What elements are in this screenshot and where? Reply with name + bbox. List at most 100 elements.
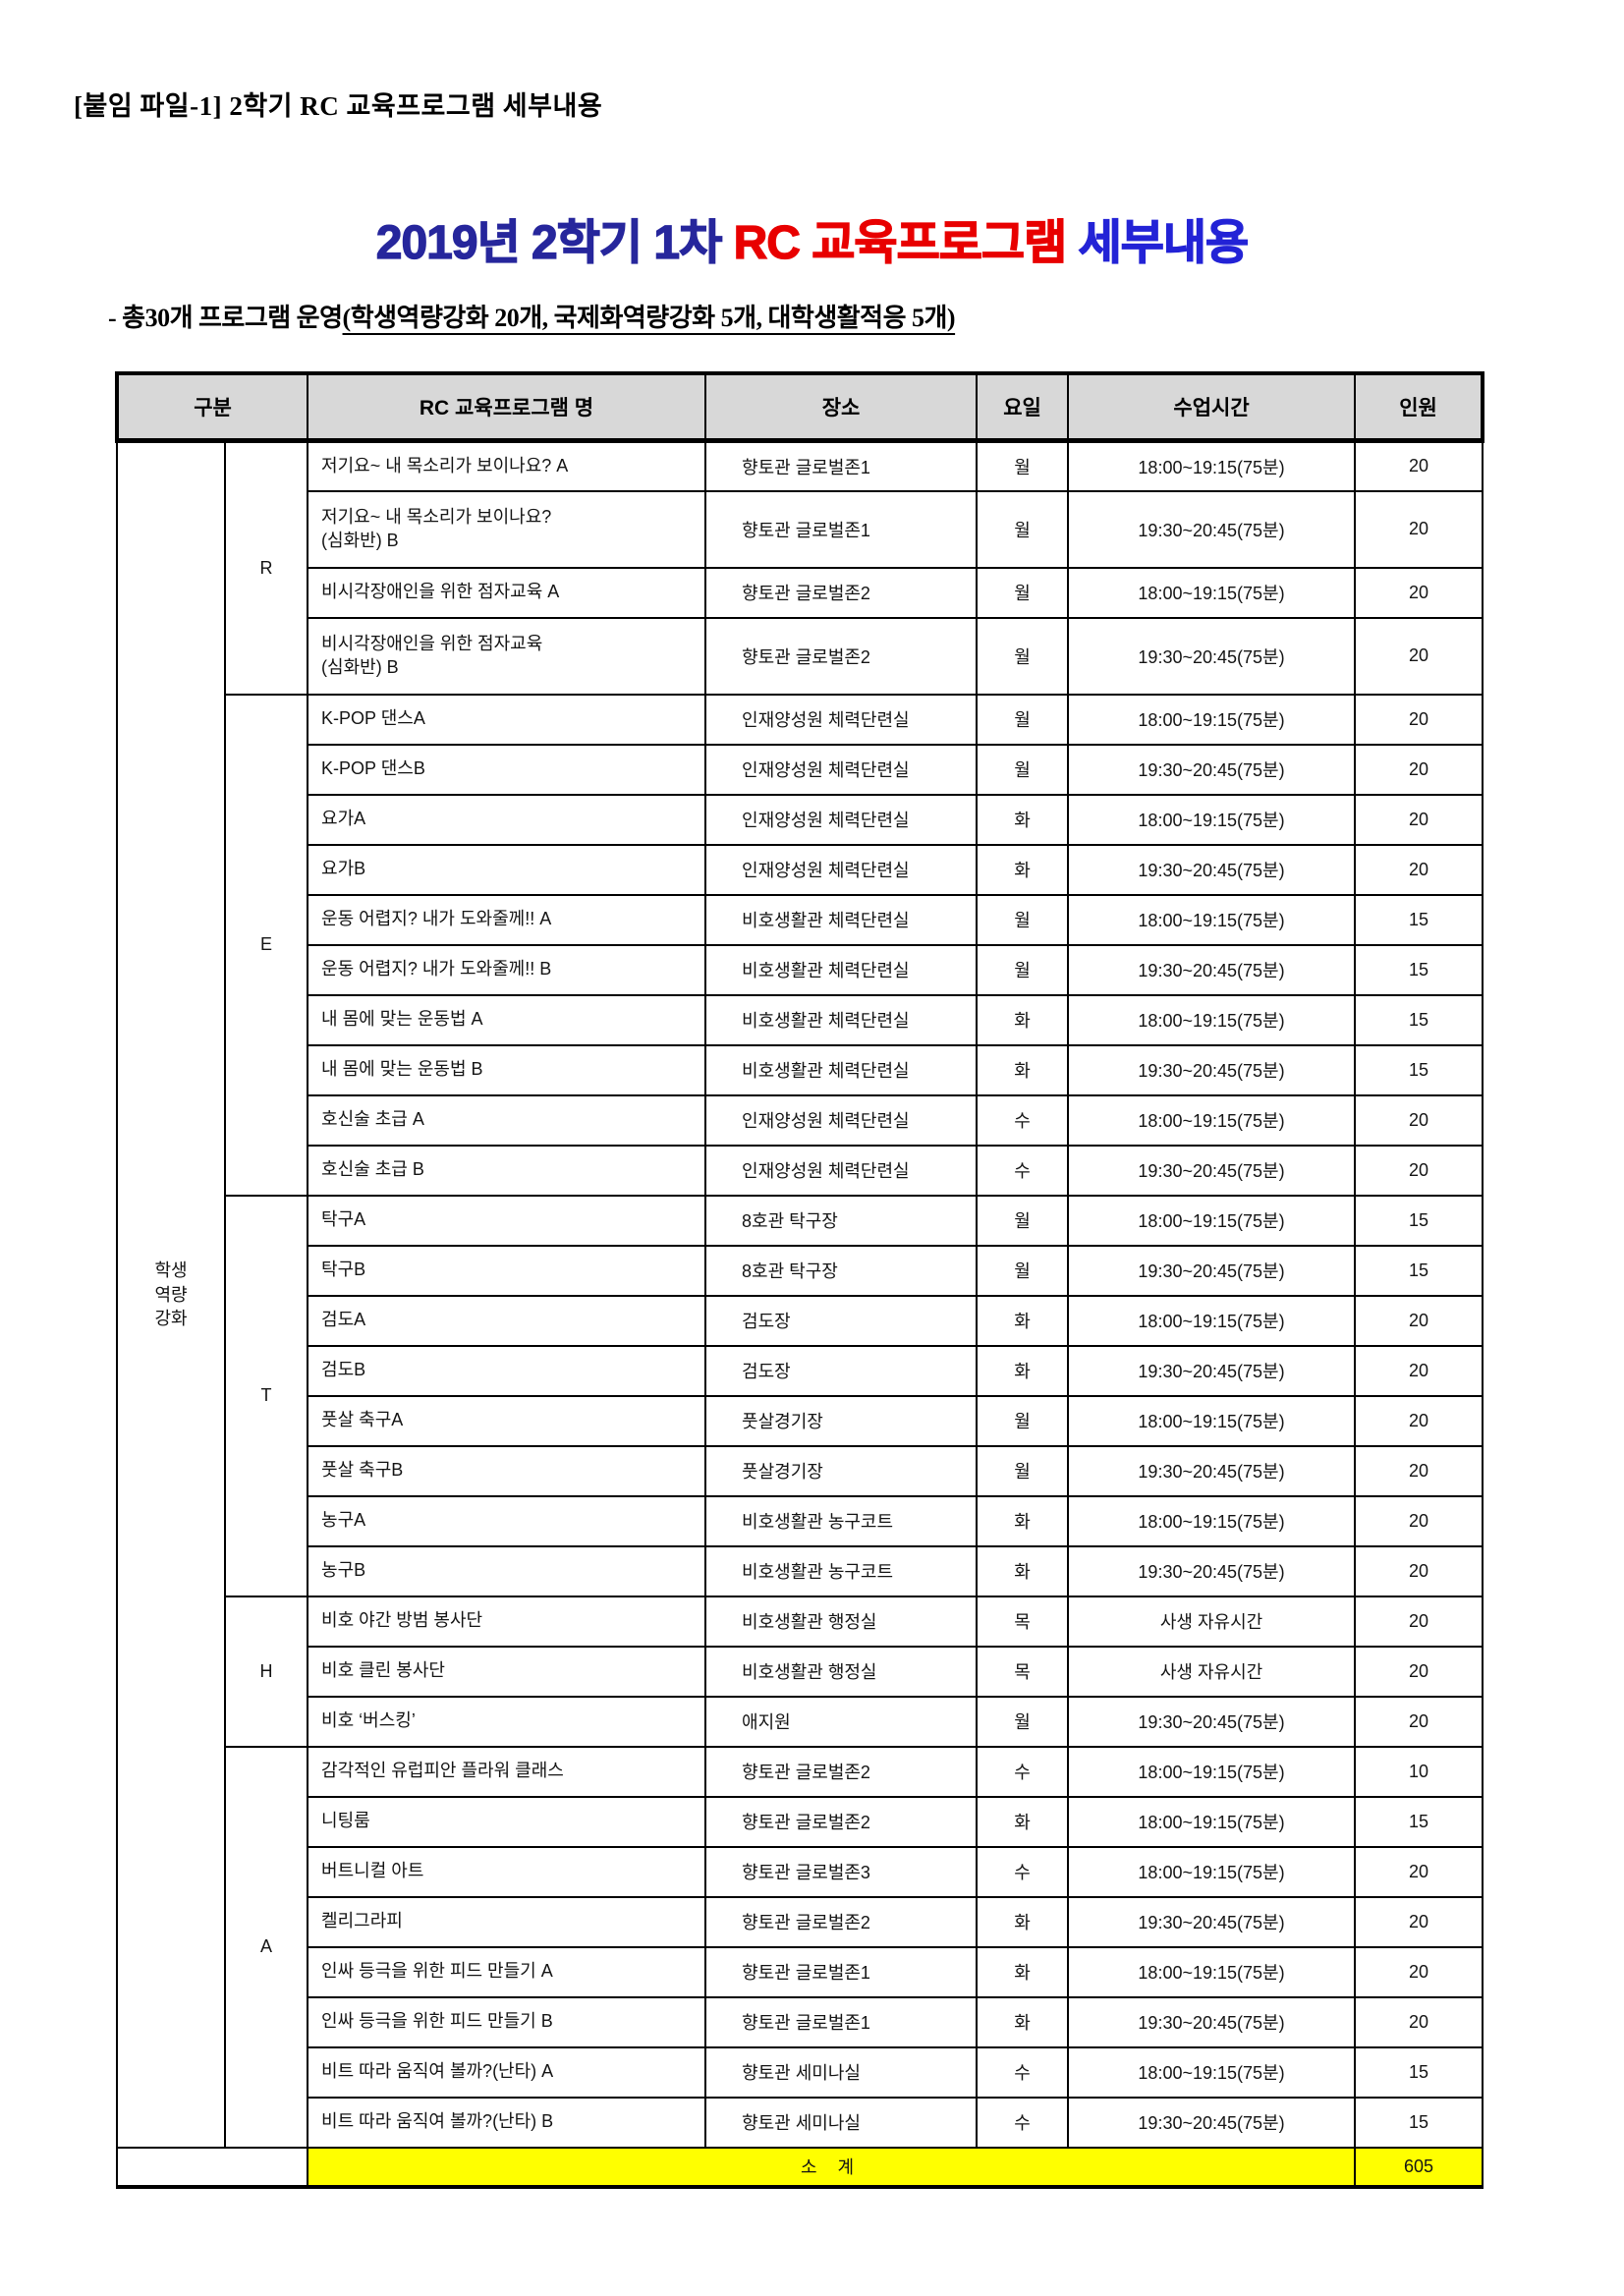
page-title: 2019년 2학기 1차 RC 교육프로그램 세부내용 <box>0 216 1624 270</box>
time-cell: 18:00~19:15(75분) <box>1067 1194 1357 1247</box>
time-cell: 18:00~19:15(75분) <box>1067 1795 1357 1848</box>
table-row: 풋살 축구A 풋살경기장 월 18:00~19:15(75분) 20 <box>117 1394 1484 1447</box>
time-cell: 18:00~19:15(75분) <box>1067 993 1357 1046</box>
header-program-name: RC 교육프로그램 명 <box>307 371 707 443</box>
place-cell: 향토관 글로벌존2 <box>704 1795 979 1848</box>
count-cell: 20 <box>1354 693 1484 746</box>
day-cell: 화 <box>976 1294 1070 1347</box>
count-cell: 20 <box>1354 1695 1484 1748</box>
day-cell: 월 <box>976 1444 1070 1497</box>
header-place: 장소 <box>704 371 979 443</box>
day-cell: 화 <box>976 993 1070 1046</box>
place-cell: 향토관 글로벌존1 <box>704 1945 979 1998</box>
day-cell: 월 <box>976 743 1070 796</box>
attachment-label: [붙임 파일-1] 2학기 RC 교육프로그램 세부내용 <box>74 91 603 121</box>
day-cell: 수 <box>976 1093 1070 1147</box>
count-cell: 20 <box>1354 616 1484 696</box>
time-cell: 19:30~20:45(75분) <box>1067 1544 1357 1597</box>
place-cell: 인재양성원 체력단련실 <box>704 743 979 796</box>
time-cell: 18:00~19:15(75분) <box>1067 893 1357 946</box>
table-row: 비트 따라 움직여 볼까?(난타) A 향토관 세미나실 수 18:00~19:15(… <box>117 2045 1484 2099</box>
place-cell: 향토관 글로벌존2 <box>704 1895 979 1948</box>
program-name-cell: 저기요~ 내 목소리가 보이나요? A <box>307 439 707 492</box>
place-cell: 검도장 <box>704 1344 979 1397</box>
group-letter-A: A <box>223 1745 309 2149</box>
time-cell: 19:30~20:45(75분) <box>1067 943 1357 996</box>
day-cell: 목 <box>976 1645 1070 1698</box>
day-cell: 월 <box>976 943 1070 996</box>
table-row: 호신술 초급 B 인재양성원 체력단련실 수 19:30~20:45(75분) 20 <box>117 1144 1484 1197</box>
table-row: 비호 ‘버스킹’ 애지원 월 19:30~20:45(75분) 20 <box>117 1695 1484 1748</box>
subtotal-empty-cell <box>115 2146 309 2189</box>
time-cell: 19:30~20:45(75분) <box>1067 1695 1357 1748</box>
time-cell: 19:30~20:45(75분) <box>1067 1043 1357 1096</box>
count-cell: 15 <box>1354 993 1484 1046</box>
count-cell: 15 <box>1354 893 1484 946</box>
count-cell: 20 <box>1354 566 1484 619</box>
time-cell: 18:00~19:15(75분) <box>1067 693 1357 746</box>
place-cell: 비호생활관 농구코트 <box>704 1544 979 1597</box>
place-cell: 인재양성원 체력단련실 <box>704 793 979 846</box>
header-category: 구분 <box>114 371 309 443</box>
table-row: 풋살 축구B 풋살경기장 월 19:30~20:45(75분) 20 <box>117 1444 1484 1497</box>
program-name-cell: 니팅룸 <box>307 1795 707 1848</box>
program-name-cell: 비트 따라 움직여 볼까?(난타) A <box>307 2045 707 2099</box>
day-cell: 월 <box>976 693 1070 746</box>
day-cell: 월 <box>976 489 1070 569</box>
place-cell: 8호관 탁구장 <box>704 1244 979 1297</box>
place-cell: 인재양성원 체력단련실 <box>704 843 979 896</box>
time-cell: 18:00~19:15(75분) <box>1067 1945 1357 1998</box>
day-cell: 수 <box>976 1845 1070 1898</box>
table-row: 인싸 등극을 위한 피드 만들기 B 향토관 글로벌존1 화 19:30~20:45(… <box>117 1995 1484 2048</box>
place-cell: 풋살경기장 <box>704 1394 979 1447</box>
subtitle-underlined: (학생역량강화 20개, 국제화역량강화 5개, 대학생활적응 5개) <box>342 304 956 332</box>
table-row: 비시각장애인을 위한 점자교육 A 향토관 글로벌존2 월 18:00~19:15(7… <box>117 566 1484 619</box>
subtotal-value-cell: 605 <box>1354 2146 1484 2189</box>
count-cell: 20 <box>1354 1995 1484 2048</box>
table-row: 운동 어렵지? 내가 도와줄께!! B 비호생활관 체력단련실 월 19:30~20:… <box>117 943 1484 996</box>
time-cell: 19:30~20:45(75분) <box>1067 2096 1357 2149</box>
time-cell: 18:00~19:15(75분) <box>1067 793 1357 846</box>
time-cell: 사생 자유시간 <box>1067 1645 1357 1698</box>
table-row: T 탁구A 8호관 탁구장 월 18:00~19:15(75분) 15 <box>117 1194 1484 1597</box>
place-cell: 향토관 세미나실 <box>704 2045 979 2099</box>
place-cell: 비호생활관 행정실 <box>704 1645 979 1698</box>
table-row: 검도A 검도장 화 18:00~19:15(75분) 20 <box>117 1294 1484 1347</box>
count-cell: 20 <box>1354 1494 1484 1547</box>
header-time: 수업시간 <box>1067 371 1357 443</box>
program-name-cell: 검도B <box>307 1344 707 1397</box>
header-count: 인원 <box>1354 371 1485 443</box>
group-letter-E: E <box>223 693 309 1197</box>
day-cell: 월 <box>976 893 1070 946</box>
program-name-cell: 비호 클린 봉사단 <box>307 1645 707 1698</box>
header-day: 요일 <box>976 371 1070 443</box>
count-cell: 20 <box>1354 1144 1484 1197</box>
program-name-cell: 농구A <box>307 1494 707 1547</box>
time-cell: 19:30~20:45(75분) <box>1067 1895 1357 1948</box>
place-cell: 비호생활관 농구코트 <box>704 1494 979 1547</box>
table-row: 내 몸에 맞는 운동법 A 비호생활관 체력단련실 화 18:00~19:15(75분… <box>117 993 1484 1046</box>
program-name-cell: 비호 야간 방범 봉사단 <box>307 1595 707 1648</box>
time-cell: 18:00~19:15(75분) <box>1067 2045 1357 2099</box>
program-name-cell: 인싸 등극을 위한 피드 만들기 A <box>307 1945 707 1998</box>
title-part-program: RC 교육프로그램 <box>733 216 1079 269</box>
table-row: A 감각적인 유럽피안 플라워 클래스 향토관 글로벌존2 수 18:00~19:15(… <box>117 1745 1484 2149</box>
program-name-cell: 탁구A <box>307 1194 707 1247</box>
program-name-cell: 비트 따라 움직여 볼까?(난타) B <box>307 2096 707 2149</box>
place-cell: 인재양성원 체력단련실 <box>704 693 979 746</box>
program-name-cell: 요가B <box>307 843 707 896</box>
program-name-cell: 내 몸에 맞는 운동법 B <box>307 1043 707 1096</box>
place-cell: 향토관 세미나실 <box>704 2096 979 2149</box>
time-cell: 19:30~20:45(75분) <box>1067 1444 1357 1497</box>
day-cell: 화 <box>976 843 1070 896</box>
time-cell: 18:00~19:15(75분) <box>1067 1394 1357 1447</box>
place-cell: 애지원 <box>704 1695 979 1748</box>
time-cell: 19:30~20:45(75분) <box>1067 1244 1357 1297</box>
program-name-cell: 운동 어렵지? 내가 도와줄께!! B <box>307 943 707 996</box>
table-row: 저기요~ 내 목소리가 보이나요? (심화반) B 향토관 글로벌존1 월 19:30… <box>117 489 1484 569</box>
count-cell: 15 <box>1354 1244 1484 1297</box>
time-cell: 19:30~20:45(75분) <box>1067 1144 1357 1197</box>
table-row: 호신술 초급 A 인재양성원 체력단련실 수 18:00~19:15(75분) 20 <box>117 1093 1484 1147</box>
program-name-cell: K-POP 댄스B <box>307 743 707 796</box>
program-name-cell: 풋살 축구B <box>307 1444 707 1497</box>
